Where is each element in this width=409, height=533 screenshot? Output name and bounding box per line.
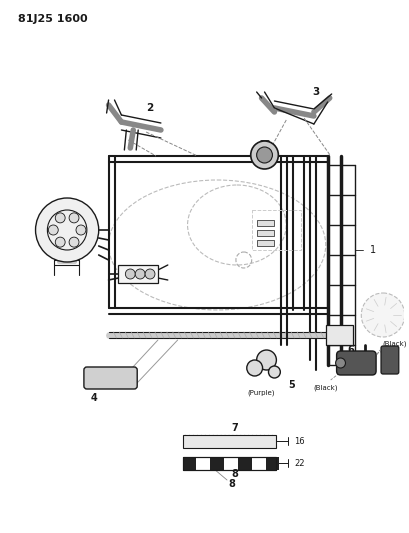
Text: 2: 2 [146,103,154,113]
Circle shape [336,358,346,368]
Text: 22: 22 [294,458,305,467]
Circle shape [48,225,58,235]
Bar [326,325,353,345]
Circle shape [55,237,65,247]
Text: 5: 5 [288,380,294,390]
Circle shape [36,198,99,262]
Bar [238,457,252,470]
Text: 81J25 1600: 81J25 1600 [18,14,88,24]
Text: 7: 7 [231,423,238,433]
Circle shape [69,213,79,223]
Circle shape [69,237,79,247]
Circle shape [268,366,280,378]
Bar [182,457,276,470]
Bar [256,230,274,236]
Text: (Purple): (Purple) [248,390,275,396]
Circle shape [251,141,279,169]
Circle shape [256,350,276,370]
Bar [256,240,274,246]
Circle shape [247,360,263,376]
Circle shape [361,293,405,337]
Circle shape [145,269,155,279]
Text: 8: 8 [231,469,238,479]
Bar [252,210,301,250]
Text: 4: 4 [90,393,97,403]
Bar [119,265,158,283]
Text: 1: 1 [370,245,376,255]
Circle shape [55,213,65,223]
Circle shape [126,269,135,279]
Bar [182,435,276,448]
Circle shape [135,269,145,279]
Text: 16: 16 [294,437,305,446]
Text: 3: 3 [312,87,319,97]
FancyBboxPatch shape [381,346,399,374]
Bar [256,220,274,226]
Circle shape [76,225,86,235]
Text: (Black): (Black) [382,341,407,348]
Text: 8: 8 [229,479,236,489]
Bar [210,457,224,470]
Bar [182,457,276,470]
Text: (Black): (Black) [313,385,338,391]
Bar [265,457,279,470]
Bar [182,457,196,470]
FancyBboxPatch shape [84,367,137,389]
Circle shape [256,147,272,163]
Text: 6: 6 [347,345,354,355]
FancyBboxPatch shape [337,351,376,375]
